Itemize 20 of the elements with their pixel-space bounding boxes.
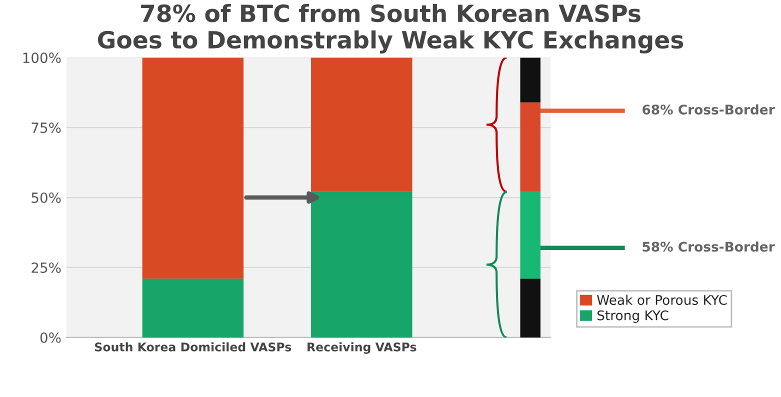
bar (520, 58, 540, 102)
text: 68% Cross-Border (642, 104, 775, 115)
bar (142, 58, 244, 279)
bar (520, 278, 540, 338)
bar (142, 278, 244, 338)
x-tick-label: Receiving VASPs (308, 342, 416, 354)
legend-label: Weak or Porous KYC (597, 294, 727, 305)
y-tick-label: 25% (32, 262, 61, 273)
bar (520, 102, 540, 192)
y-tick-label: 50% (32, 192, 61, 203)
text: 58% Cross-Border (642, 242, 775, 252)
bar (311, 192, 412, 338)
legend-label: Strong KYC (597, 310, 668, 323)
x-tick-label: South Korea Domiciled VASPs (95, 342, 292, 352)
y-tick-label: 100% (23, 52, 61, 64)
bar (520, 192, 540, 279)
chart-title: 78% of BTC from South Korean VASPs Goes to Demonstrably Weak KYC Exchanges (98, 4, 684, 54)
y-tick-label: 0% (40, 332, 61, 343)
y-tick-label: 75% (32, 122, 61, 134)
bar (311, 58, 412, 192)
